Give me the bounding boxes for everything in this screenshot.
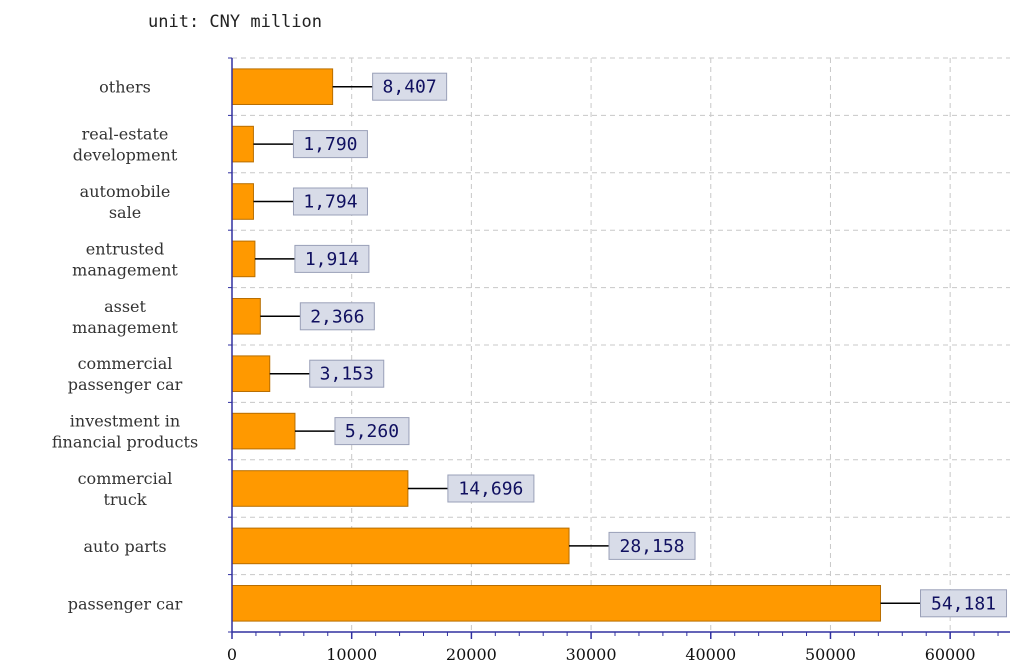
category-label: passenger car [68, 375, 183, 394]
x-tick-label: 30000 [566, 645, 617, 664]
value-label: 1,790 [303, 134, 357, 155]
value-label: 28,158 [620, 536, 685, 557]
value-labels: 54,181 28,158 14,696 5,260 3,153 2,366 1,914 1,… [253, 72, 1008, 618]
category-label: asset [104, 297, 146, 316]
value-label: 8,407 [383, 77, 437, 98]
category-label: financial products [52, 433, 198, 452]
value-label: 14,696 [458, 479, 523, 500]
x-tick-label: 60000 [925, 645, 976, 664]
value-label-box [292, 130, 368, 159]
category-label: management [72, 260, 178, 279]
category-label: others [99, 78, 151, 97]
bar [231, 355, 271, 392]
unit-label: unit: CNY million [148, 12, 322, 32]
value-label: 1,794 [303, 192, 357, 213]
category-label: entrusted [86, 239, 165, 258]
value-label-box [447, 474, 535, 503]
category-label: investment in [70, 412, 180, 431]
value-label-box [334, 417, 410, 446]
category-label: auto parts [83, 537, 166, 556]
value-label: 54,181 [931, 593, 996, 614]
bar [231, 527, 570, 565]
category-label: truck [103, 490, 146, 509]
x-tick-label: 20000 [446, 645, 497, 664]
value-label: 5,260 [345, 421, 399, 442]
bar [231, 125, 254, 163]
value-label: 2,366 [310, 306, 364, 327]
axes: 0 10000 20000 30000 40000 50000 60000 [227, 57, 1010, 664]
category-labels: passenger car auto parts commercial truck in… [52, 78, 198, 614]
category-label: sale [109, 203, 141, 222]
bar [231, 470, 409, 507]
bar [231, 298, 261, 335]
category-label: commercial [78, 354, 173, 373]
bar [231, 183, 254, 220]
category-label: real-estate [82, 125, 169, 144]
value-label-box [292, 187, 368, 216]
bar [231, 585, 882, 622]
category-label: passenger car [68, 594, 183, 613]
value-label-box [920, 589, 1008, 618]
value-label-box [372, 72, 448, 101]
value-label-box [299, 302, 375, 331]
category-label: development [73, 146, 178, 165]
value-label: 1,914 [305, 249, 359, 270]
x-tick-label: 10000 [326, 645, 377, 664]
value-label-box [608, 531, 696, 560]
bar [231, 240, 256, 278]
bar [231, 68, 334, 105]
x-tick-label: 50000 [805, 645, 856, 664]
bars [231, 68, 882, 622]
x-tick-label: 0 [227, 645, 237, 664]
value-label-box [294, 244, 370, 273]
value-label: 3,153 [320, 364, 374, 385]
value-label-box [309, 359, 385, 388]
category-label: management [72, 318, 178, 337]
x-tick-label: 40000 [685, 645, 736, 664]
category-label: commercial [78, 469, 173, 488]
category-label: automobile [80, 182, 171, 201]
bar [231, 412, 296, 450]
